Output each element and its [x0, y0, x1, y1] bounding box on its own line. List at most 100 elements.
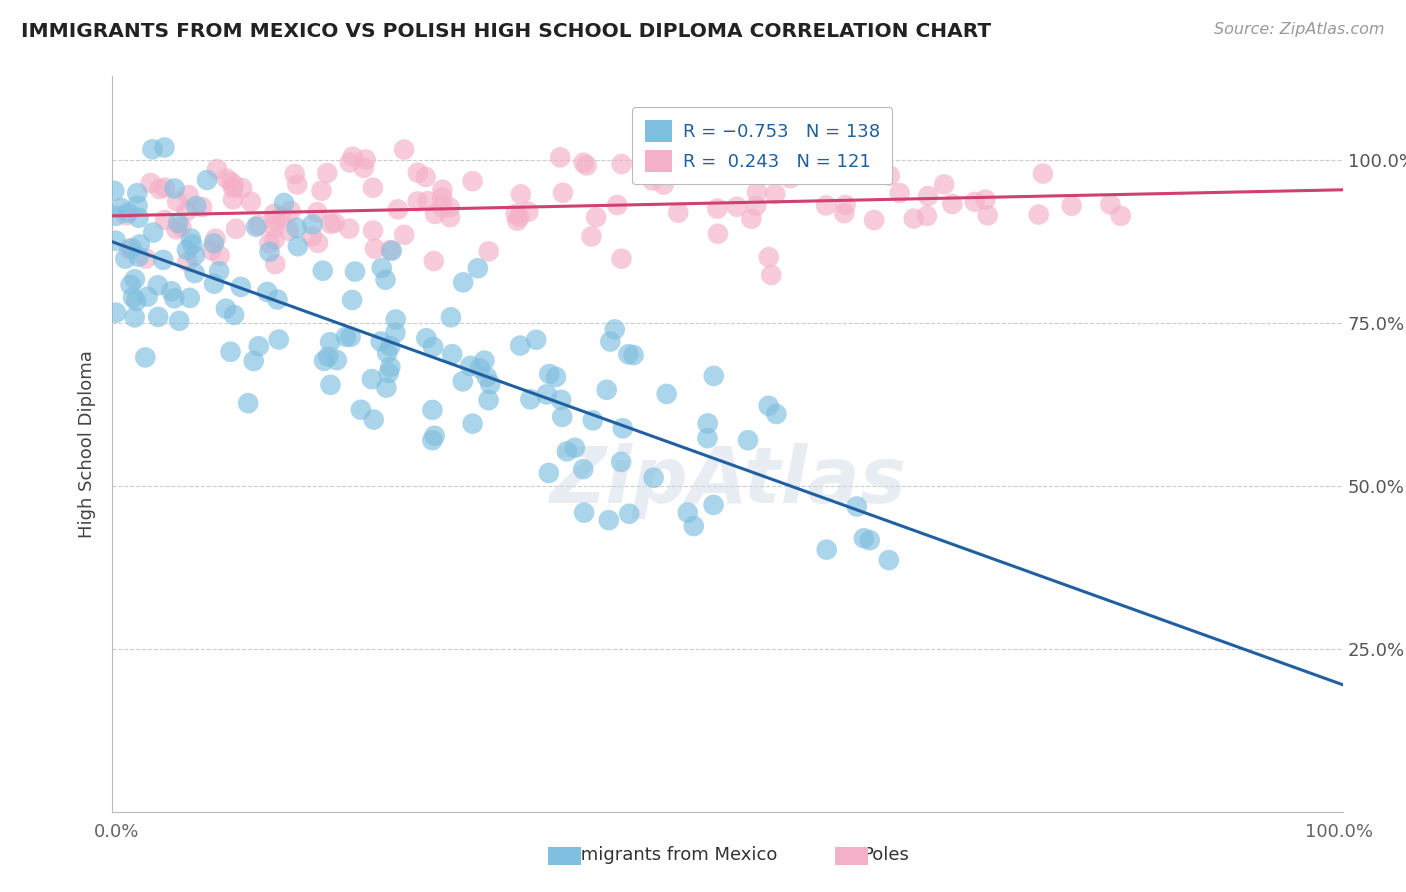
Point	[440, 310, 463, 325]
Point	[1028, 208, 1050, 222]
Point	[160, 284, 183, 298]
Point	[747, 138, 769, 153]
Point	[544, 370, 567, 384]
Point	[284, 167, 307, 181]
Point	[163, 291, 186, 305]
Point	[479, 377, 502, 392]
Point	[122, 290, 145, 304]
Point	[135, 252, 157, 266]
Point	[267, 333, 290, 347]
Point	[270, 210, 292, 224]
Point	[167, 314, 190, 328]
Point	[815, 542, 838, 557]
Point	[941, 197, 963, 211]
Point	[208, 264, 231, 278]
Point	[1109, 209, 1132, 223]
Text: IMMIGRANTS FROM MEXICO VS POLISH HIGH SCHOOL DIPLOMA CORRELATION CHART: IMMIGRANTS FROM MEXICO VS POLISH HIGH SC…	[21, 22, 991, 41]
Point	[380, 339, 402, 353]
Point	[690, 155, 713, 169]
Point	[475, 370, 498, 384]
Point	[115, 208, 138, 222]
Point	[617, 347, 640, 361]
Point	[536, 387, 558, 401]
Point	[581, 229, 603, 244]
Point	[105, 209, 128, 223]
Point	[432, 190, 454, 204]
Point	[239, 194, 262, 209]
Point	[128, 250, 150, 264]
Point	[682, 519, 704, 533]
Point	[915, 209, 938, 223]
Point	[215, 301, 238, 316]
Point	[845, 500, 868, 514]
Point	[564, 441, 586, 455]
Point	[326, 353, 349, 368]
Point	[176, 243, 198, 257]
Point	[537, 466, 560, 480]
Point	[104, 234, 127, 248]
Point	[439, 201, 461, 215]
Point	[889, 186, 911, 200]
Point	[707, 227, 730, 241]
Point	[287, 239, 309, 253]
Point	[323, 216, 346, 230]
Point	[153, 180, 176, 194]
Point	[652, 178, 675, 192]
Point	[585, 211, 607, 225]
Point	[478, 244, 501, 259]
Point	[1060, 199, 1083, 213]
Point	[142, 226, 165, 240]
Point	[125, 293, 148, 308]
Point	[458, 359, 481, 373]
Point	[319, 377, 342, 392]
Point	[307, 235, 329, 250]
Point	[263, 207, 285, 221]
Point	[696, 168, 718, 182]
Point	[696, 417, 718, 431]
Point	[225, 221, 247, 235]
Legend: R = −0.753   N = 138, R =  0.243   N = 121: R = −0.753 N = 138, R = 0.243 N = 121	[633, 107, 893, 185]
Point	[423, 207, 446, 221]
Point	[316, 350, 339, 364]
Point	[335, 330, 357, 344]
Point	[422, 340, 444, 354]
Point	[263, 220, 285, 235]
Point	[575, 158, 598, 172]
Point	[301, 218, 323, 232]
Point	[120, 277, 142, 292]
Point	[208, 249, 231, 263]
Point	[339, 330, 361, 344]
Point	[176, 204, 198, 219]
Point	[186, 199, 208, 213]
Point	[555, 444, 578, 458]
Point	[121, 241, 143, 255]
Point	[596, 383, 619, 397]
Point	[337, 221, 360, 235]
Point	[903, 211, 925, 226]
Point	[832, 206, 855, 220]
Point	[312, 353, 335, 368]
Point	[219, 344, 242, 359]
Point	[422, 434, 444, 448]
Point	[340, 293, 363, 307]
Point	[124, 310, 146, 325]
Point	[745, 147, 768, 161]
Point	[285, 178, 308, 192]
Point	[852, 531, 875, 545]
Point	[375, 346, 398, 360]
Point	[422, 403, 444, 417]
Point	[572, 506, 595, 520]
Point	[963, 194, 986, 209]
Point	[342, 150, 364, 164]
Point	[603, 322, 626, 336]
Point	[439, 210, 461, 224]
Point	[380, 359, 402, 374]
Point	[582, 413, 605, 427]
Point	[370, 334, 392, 349]
Point	[761, 268, 783, 282]
Point	[285, 220, 308, 235]
Point	[696, 431, 718, 445]
Point	[375, 381, 398, 395]
Point	[717, 158, 740, 172]
Point	[231, 181, 253, 195]
